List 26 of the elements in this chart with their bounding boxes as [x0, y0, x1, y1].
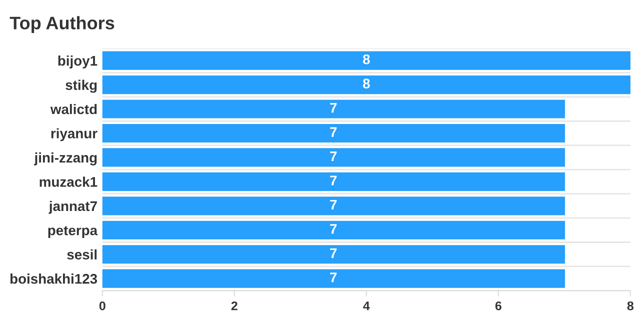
- y-tick-label: riyanur: [51, 128, 98, 142]
- data-label: 7: [330, 248, 337, 258]
- y-tick-label: peterpa: [48, 226, 98, 238]
- y-tick-label: muzack1: [40, 176, 98, 187]
- x-tick-label: 2: [231, 301, 238, 310]
- y-tick-label: walictd: [50, 104, 97, 114]
- y-tick-label: jannat7: [48, 200, 97, 214]
- data-label: 7: [330, 176, 337, 186]
- data-label: 7: [330, 152, 337, 162]
- x-tick-label: 0: [99, 301, 106, 310]
- y-tick-label: sesil: [67, 249, 97, 260]
- data-label: 7: [330, 103, 337, 113]
- chart-title: Top Authors: [10, 16, 114, 33]
- x-tick-label: 6: [495, 301, 502, 310]
- data-label: 7: [330, 127, 337, 137]
- y-tick-label: boishakhi123: [10, 274, 98, 284]
- x-tick-label: 8: [627, 301, 634, 310]
- y-tick-label: bijoy1: [58, 56, 98, 68]
- x-tick-label: 4: [363, 302, 370, 310]
- data-label: 8: [362, 78, 370, 89]
- y-tick-label: jini-zzang: [34, 152, 97, 166]
- data-label: 8: [362, 54, 370, 64]
- data-label: 7: [330, 272, 337, 282]
- data-label: 7: [330, 200, 337, 210]
- y-tick-label: stikg: [66, 80, 97, 93]
- data-label: 7: [330, 224, 337, 234]
